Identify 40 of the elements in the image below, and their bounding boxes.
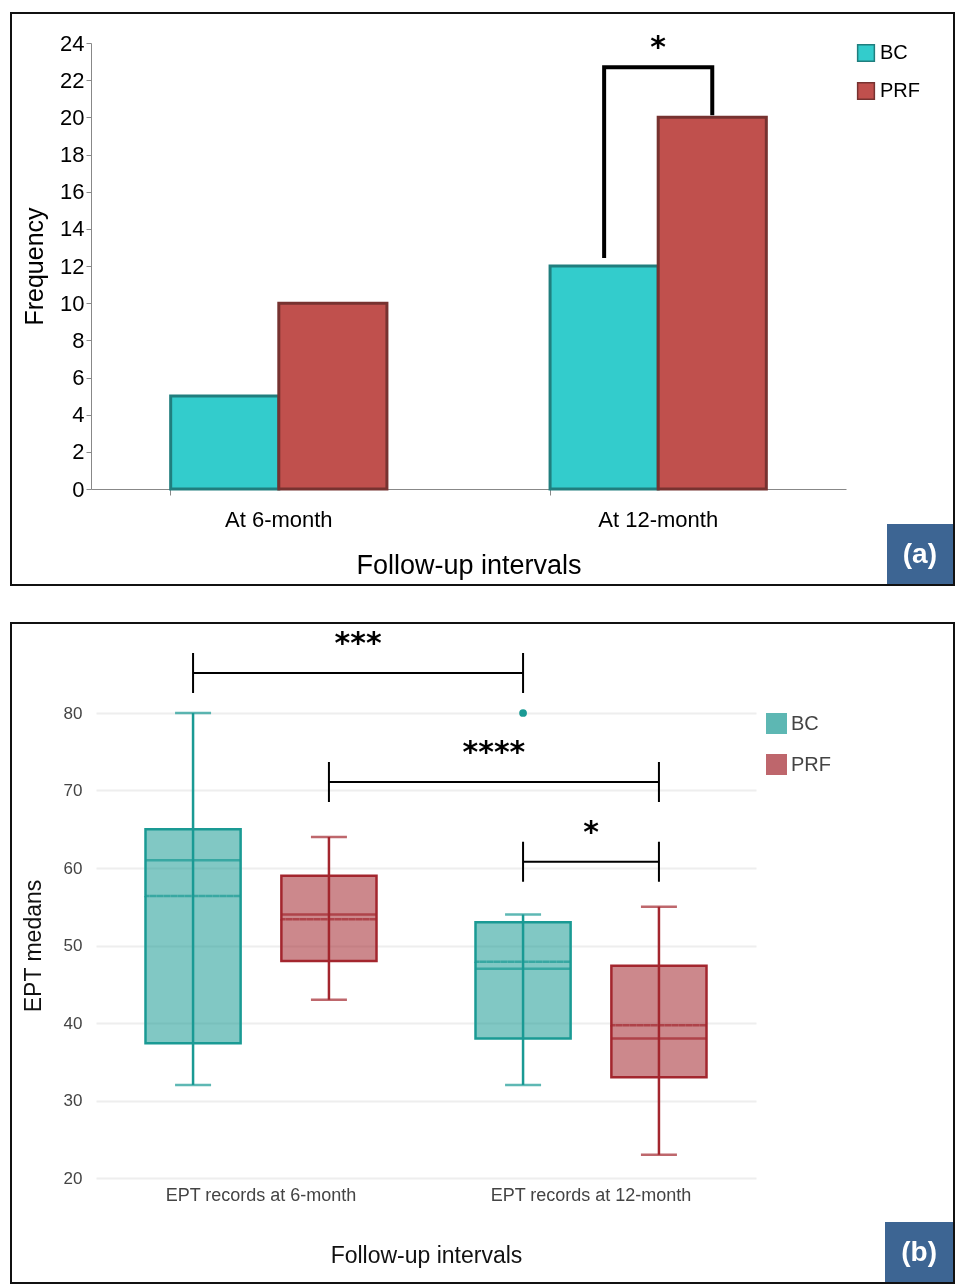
y-tick-label: 12 <box>60 253 85 279</box>
y-tick-label: 50 <box>63 936 83 955</box>
y-tick-label: 60 <box>63 858 83 878</box>
legend-label: BC <box>880 41 908 63</box>
legend-label: BC <box>791 711 819 734</box>
y-tick-label: 20 <box>63 1168 83 1188</box>
y-tick-label: 30 <box>63 1091 83 1110</box>
annotation: * <box>650 29 667 65</box>
annotation: * <box>583 813 600 849</box>
y-tick-label: 16 <box>60 179 85 205</box>
x-tick-label: EPT records at 12-month <box>490 1184 692 1205</box>
y-tick-label: 24 <box>60 30 85 56</box>
y-tick-label: 20 <box>60 104 85 130</box>
x-axis-title: Follow-up intervals <box>356 549 582 580</box>
y-tick-label: 0 <box>72 476 85 502</box>
y-tick-label: 18 <box>60 142 85 167</box>
x-tick-label: At 6-month <box>225 506 333 532</box>
x-tick-label: At 12-month <box>598 506 719 532</box>
y-axis-title: EPT medans <box>19 879 46 1013</box>
y-tick-label: 10 <box>60 290 85 316</box>
legend-label: PRF <box>880 79 920 101</box>
y-tick-label: 8 <box>72 327 85 353</box>
bar <box>277 301 389 491</box>
y-tick-label: 70 <box>63 781 83 800</box>
y-axis-title: Frequency <box>20 206 49 326</box>
y-tick-label: 2 <box>72 439 85 465</box>
text: *** <box>334 625 382 660</box>
bar <box>548 264 660 491</box>
x-axis-title: Follow-up intervals <box>330 1241 523 1268</box>
annotation: **** <box>462 734 526 769</box>
y-tick-label: 40 <box>63 1013 83 1033</box>
text: (a) <box>886 524 953 584</box>
x-tick-label: EPT records at 6-month <box>165 1184 357 1205</box>
y-tick-label: 14 <box>60 216 85 242</box>
y-tick-label: 22 <box>60 67 85 93</box>
legend-label: PRF <box>791 752 831 775</box>
y-tick-label: 6 <box>72 365 85 390</box>
y-tick-label: 80 <box>63 703 83 723</box>
text: (b) <box>885 1222 953 1282</box>
y-tick-label: 4 <box>72 402 85 428</box>
